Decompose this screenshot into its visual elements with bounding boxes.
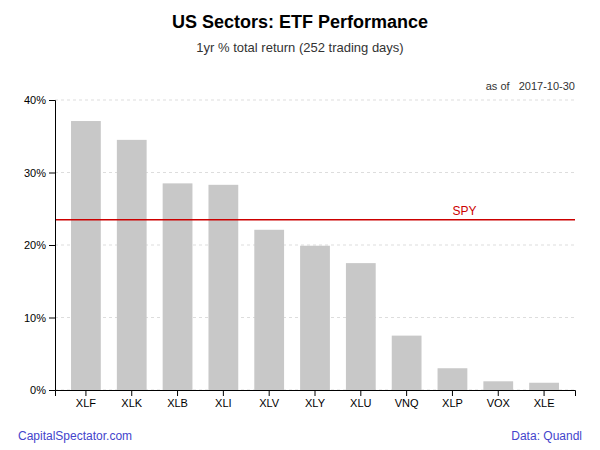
y-tick-label: 20% [24,239,46,251]
y-tick-mark [49,100,55,101]
x-tick: XLV [259,390,280,409]
bar [346,263,376,390]
x-tick-mark [177,390,178,396]
x-tick: XLE [534,390,555,409]
grid-line [55,100,575,101]
x-tick-label: XLE [534,397,555,409]
bar [208,185,238,390]
y-tick: 30% [24,167,55,179]
bar [483,381,513,390]
x-tick-mark [85,390,86,396]
x-tick-mark [406,390,407,396]
x-axis-line [56,391,576,397]
plot: SPY XLF XLK XLB XLI XLV XLY XLU VNQ XLP VOX XLE 0% 10… [24,94,576,409]
y-tick: 10% [24,312,55,324]
y-tick-mark [49,390,55,391]
y-tick-label: 30% [24,167,46,179]
y-tick-mark [49,318,55,319]
bar [392,336,422,390]
bar [300,246,330,390]
chart-svg: US Sectors: ETF Performance 1yr % total r… [0,0,600,450]
footer-right: Data: Quandl [511,429,582,443]
x-tick: VOX [487,390,511,409]
y-tick: 0% [30,384,55,396]
y-axis: 0% 10% 20% 30% 40% [24,94,56,396]
x-axis: XLF XLK XLB XLI XLV XLY XLU VNQ XLP VOX XLE [56,390,576,409]
bar [163,183,193,390]
x-tick-label: XLK [121,397,142,409]
bar [438,368,468,390]
x-tick: XLK [121,390,142,409]
y-tick-label: 10% [24,312,46,324]
x-tick-mark [360,390,361,396]
reference-line [55,219,575,221]
reference-label: SPY [452,204,476,218]
x-tick-mark [131,390,132,396]
x-tick-label: XLU [350,397,371,409]
y-tick-mark [49,245,55,246]
chart-container: US Sectors: ETF Performance 1yr % total r… [0,0,600,450]
x-tick: XLU [350,390,371,409]
x-tick-label: XLY [305,397,326,409]
title: US Sectors: ETF Performance [172,12,428,32]
marks [55,121,575,390]
x-tick-mark [452,390,453,396]
bar [71,121,101,390]
y-tick: 40% [24,94,55,106]
y-tick-label: 40% [24,94,46,106]
y-axis-line [49,101,56,391]
bar [254,230,284,390]
y-tick: 20% [24,239,55,251]
bar [529,383,559,390]
x-tick-label: XLV [259,397,280,409]
x-tick: XLI [215,390,232,409]
x-tick-label: XLI [215,397,232,409]
y-tick-label: 0% [30,384,46,396]
x-tick-label: XLB [167,397,188,409]
y-tick-mark [49,173,55,174]
x-tick: XLF [76,390,96,409]
x-tick-mark [223,390,224,396]
x-tick: XLP [442,390,463,409]
x-tick-label: XLP [442,397,463,409]
x-tick-mark [544,390,545,396]
footer-left: CapitalSpectator.com [18,429,132,443]
x-tick: VNQ [395,390,419,409]
subtitle: 1yr % total return (252 trading days) [196,40,403,55]
x-tick: XLY [305,390,326,409]
date-label: as of 2017-10-30 [486,80,575,92]
x-tick-label: VOX [487,397,511,409]
x-tick-mark [498,390,499,396]
bar [117,140,147,390]
grid [55,100,575,390]
x-tick: XLB [167,390,188,409]
x-tick-mark [315,390,316,396]
x-tick-label: XLF [76,397,96,409]
x-tick-mark [269,390,270,396]
x-tick-label: VNQ [395,397,419,409]
